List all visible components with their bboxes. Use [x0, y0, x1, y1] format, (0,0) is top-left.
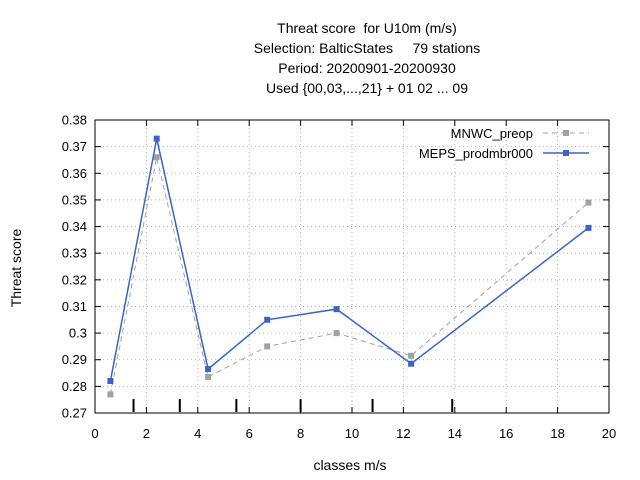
x-tick-label: 16 — [499, 426, 513, 441]
plot-frame — [94, 119, 610, 414]
data-point — [153, 154, 160, 161]
legend-marker — [563, 150, 569, 156]
data-point — [333, 330, 340, 337]
legend-label: MEPS_prodmbr000 — [419, 146, 533, 161]
x-tick-label: 4 — [194, 426, 201, 441]
x-tick-label: 18 — [550, 426, 564, 441]
title-line-3: Period: 20200901-20200930 — [278, 60, 456, 76]
data-point — [205, 374, 212, 381]
y-tick-label: 0.3 — [69, 326, 87, 341]
data-point — [264, 316, 271, 323]
legend-label: MNWC_preop — [451, 126, 533, 141]
y-tick-label: 0.38 — [62, 113, 87, 128]
series-MEPS_prodmbr000 — [107, 135, 592, 385]
data-point — [408, 352, 415, 359]
title-line-2: Selection: BalticStates 79 stations — [253, 40, 481, 56]
legend-marker — [563, 130, 569, 136]
title-line-1: Threat score for U10m (m/s) — [277, 20, 457, 36]
y-tick-label: 0.36 — [62, 166, 87, 181]
title-line-4: Used {00,03,...,21} + 01 02 ... 09 — [266, 80, 468, 96]
y-tick-label: 0.35 — [62, 192, 87, 207]
series-line — [109, 157, 589, 395]
x-tick-label: 0 — [91, 426, 98, 441]
x-tick-label: 10 — [345, 426, 359, 441]
y-tick-label: 0.27 — [62, 406, 87, 421]
y-tick-label: 0.34 — [62, 219, 87, 234]
x-tick-label: 20 — [602, 426, 616, 441]
legend: MNWC_preop MEPS_prodmbr000 — [419, 126, 589, 161]
data-point — [107, 391, 114, 398]
x-tick-label: 14 — [448, 426, 462, 441]
axis-ticks: 0.27 0.28 0.29 0.3 0.31 0.32 0.33 0.34 0.35 0.36 0… — [62, 113, 617, 442]
series-MNWC_preop — [107, 154, 592, 398]
y-tick-label: 0.31 — [62, 299, 87, 314]
chart-title: Threat score for U10m (m/s) Selection: B… — [0, 18, 640, 98]
x-tick-label: 2 — [143, 426, 150, 441]
x-tick-label: 6 — [246, 426, 253, 441]
class-boundary-marks — [132, 399, 454, 412]
y-tick-label: 0.37 — [62, 139, 87, 154]
grid — [95, 120, 609, 413]
data-point — [585, 199, 592, 206]
data-point — [585, 224, 592, 231]
data-point — [333, 306, 340, 313]
series-line — [109, 138, 589, 382]
y-tick-label: 0.32 — [62, 272, 87, 287]
y-tick-label: 0.33 — [62, 246, 87, 261]
data-point — [205, 366, 212, 373]
x-axis-label: classes m/s — [313, 457, 387, 473]
data-point — [107, 378, 114, 385]
series — [107, 135, 592, 398]
y-tick-label: 0.29 — [62, 352, 87, 367]
data-point — [408, 360, 415, 367]
data-point — [264, 343, 271, 350]
x-tick-label: 8 — [297, 426, 304, 441]
data-point — [153, 135, 160, 142]
y-tick-label: 0.28 — [62, 379, 87, 394]
x-tick-label: 12 — [396, 426, 410, 441]
